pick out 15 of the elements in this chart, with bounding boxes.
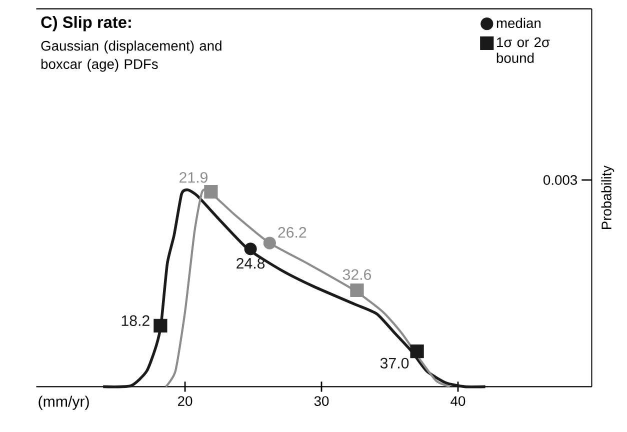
chart-subtitle: Gaussian (displacement) and boxcar (age) PDFs (41, 40, 222, 72)
legend-label: 1σ or 2σ bound (496, 37, 550, 63)
annotation: 37.0 (380, 358, 409, 368)
chart-title: C) Slip rate: (41, 16, 131, 32)
x-axis-title: (mm/yr) (38, 396, 89, 410)
text: 0.003 (543, 175, 578, 185)
legend-label: median (496, 18, 541, 28)
annotation: 26.2 (278, 227, 306, 238)
y-axis-title: Probability (601, 165, 614, 229)
annotation: 32.6 (342, 269, 372, 280)
x-tick-label: 20 (178, 396, 192, 406)
annotation: 21.9 (180, 172, 208, 183)
annotation: 18.2 (122, 315, 150, 326)
x-tick-label: 30 (314, 396, 329, 406)
x-tick-label: 40 (450, 396, 466, 406)
